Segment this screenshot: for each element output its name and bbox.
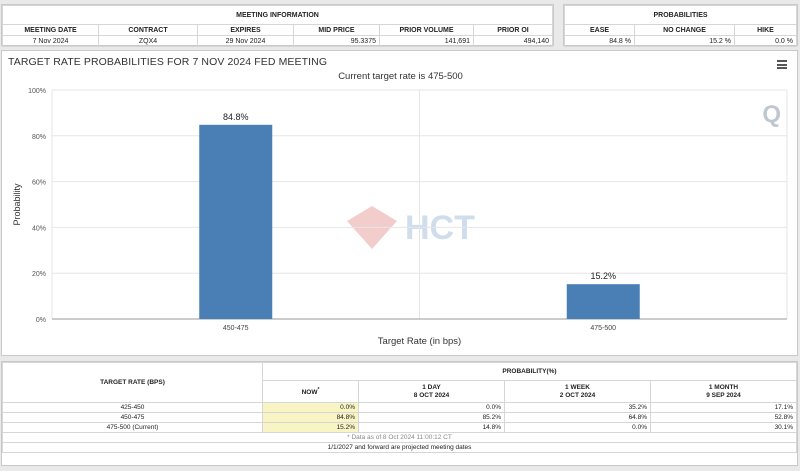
expires-value: 29 Nov 2024 — [197, 35, 294, 47]
y-tick-label: 80% — [32, 134, 46, 141]
col-prior-oi: PRIOR OI — [473, 24, 553, 36]
table-row: 450-475 84.8% 85.2% 64.8% 52.8% — [2, 412, 797, 423]
target-rate-header: TARGET RATE (BPS) — [2, 362, 263, 403]
target-rate-cell: 475-500 (Current) — [2, 422, 263, 433]
col-mid-price: MID PRICE — [293, 24, 380, 36]
y-tick-label: 60% — [32, 180, 46, 187]
col-contract: CONTRACT — [98, 24, 198, 36]
meeting-info-title: MEETING INFORMATION — [2, 5, 553, 25]
probabilities-title: PROBABILITIES — [564, 5, 797, 25]
target-rate-cell: 450-475 — [2, 412, 263, 423]
y-axis-title: Probability — [12, 183, 22, 226]
table-row: 475-500 (Current) 15.2% 14.8% 0.0% 30.1% — [2, 422, 797, 433]
projected-dates-note: 1/1/2027 and forward are projected meeti… — [2, 442, 797, 453]
bar-chart: HCT 0% 20% 40% 60% 80% 100% 84.8% 450-475 15.2% 47… — [12, 88, 788, 347]
probability-cell: 17.1% — [650, 402, 797, 413]
mid-price-value: 95.3375 — [293, 35, 380, 47]
col-ease: EASE — [564, 24, 635, 36]
chart-subtitle: Current target rate is 475-500 — [338, 71, 463, 82]
probability-cell: 0.0% — [504, 422, 651, 433]
y-tick-label: 100% — [28, 88, 46, 95]
chart-title: TARGET RATE PROBABILITIES FOR 7 NOV 2024… — [8, 56, 328, 68]
hamburger-menu-icon[interactable] — [777, 60, 787, 69]
probability-cell: 15.2% — [262, 422, 359, 433]
no-change-value: 15.2 % — [634, 35, 735, 47]
col-meeting-date: MEETING DATE — [2, 24, 99, 36]
probabilities-panel: PROBABILITIES EASE NO CHANGE HIKE 84.8 %… — [563, 4, 798, 47]
prob-col-header: 1 DAY 8 OCT 2024 — [358, 380, 505, 403]
x-axis-title: Target Rate (in bps) — [378, 336, 461, 347]
y-tick-label: 40% — [32, 225, 46, 232]
probability-header: PROBABILITY(%) — [262, 362, 797, 381]
prob-col-header: 1 WEEK 2 OCT 2024 — [504, 380, 651, 403]
col-no-change: NO CHANGE — [634, 24, 735, 36]
probability-cell: 84.8% — [262, 412, 359, 423]
hct-watermark-text: HCT — [405, 209, 475, 247]
bar-data-label: 15.2% — [590, 271, 616, 281]
probability-cell: 85.2% — [358, 412, 505, 423]
bar-450-475 — [199, 124, 273, 319]
bar-475-500 — [566, 284, 640, 319]
probability-cell: 35.2% — [504, 402, 651, 413]
probabilities-table: PROBABILITIES EASE NO CHANGE HIKE 84.8 %… — [564, 5, 797, 47]
col-hike: HIKE — [734, 24, 797, 36]
probability-table: TARGET RATE (BPS) PROBABILITY(%) NOW* 1 D… — [2, 362, 797, 453]
meeting-info-table: MEETING INFORMATION MEETING DATE CONTRAC… — [2, 5, 553, 47]
probability-cell: 30.1% — [650, 422, 797, 433]
col-expires: EXPIRES — [197, 24, 294, 36]
data-as-of-note: * Data as of 8 Oct 2024 11:00:12 CT — [2, 432, 797, 443]
prob-col-header: NOW* — [262, 380, 359, 403]
probability-cell: 0.0% — [358, 402, 505, 413]
ease-value: 84.8 % — [564, 35, 635, 47]
contract-value: ZQX4 — [98, 35, 198, 47]
target-rate-cell: 425-450 — [2, 402, 263, 413]
meeting-date-value: 7 Nov 2024 — [2, 35, 99, 47]
probability-cell: 52.8% — [650, 412, 797, 423]
chart-panel: HCT 0% 20% 40% 60% 80% 100% 84.8% 450-475 15.2% 47… — [1, 50, 798, 356]
probability-table-panel: TARGET RATE (BPS) PROBABILITY(%) NOW* 1 D… — [1, 361, 798, 466]
bar-data-label: 84.8% — [223, 112, 249, 122]
prior-oi-value: 494,140 — [473, 35, 553, 47]
x-tick-label: 475-500 — [590, 325, 616, 332]
col-prior-volume: PRIOR VOLUME — [379, 24, 474, 36]
x-tick-label: 450-475 — [223, 325, 249, 332]
probability-cell: 0.0% — [262, 402, 359, 413]
probability-cell: 14.8% — [358, 422, 505, 433]
hike-value: 0.0 % — [734, 35, 797, 47]
quikstrike-logo: Q — [762, 101, 781, 128]
probability-cell: 64.8% — [504, 412, 651, 423]
table-row: 425-450 0.0% 0.0% 35.2% 17.1% — [2, 402, 797, 413]
meeting-info-panel: MEETING INFORMATION MEETING DATE CONTRAC… — [1, 4, 554, 47]
y-tick-label: 20% — [32, 271, 46, 278]
prior-volume-value: 141,691 — [379, 35, 474, 47]
prob-col-header: 1 MONTH 9 SEP 2024 — [650, 380, 797, 403]
y-tick-label: 0% — [36, 317, 46, 324]
